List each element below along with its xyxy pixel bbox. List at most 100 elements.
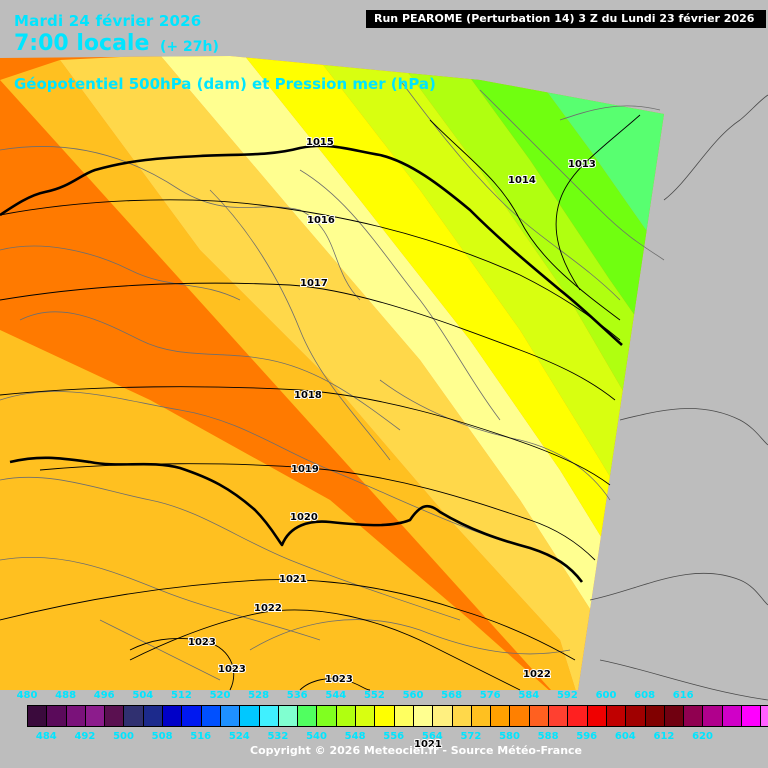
band-600 bbox=[450, 56, 664, 690]
outer-border-3 bbox=[589, 572, 768, 606]
isobar-label: 1018 bbox=[294, 390, 322, 401]
legend-tick-top: 544 bbox=[325, 690, 347, 701]
legend-tick-top: 600 bbox=[595, 690, 617, 701]
isobar-1018 bbox=[0, 386, 611, 486]
legend-swatch bbox=[491, 706, 511, 726]
legend-swatch bbox=[413, 706, 434, 726]
legend-swatch bbox=[47, 706, 67, 726]
legend-tick-bottom: 540 bbox=[306, 731, 327, 742]
isobar-1023b bbox=[299, 678, 371, 691]
isobar-1015 bbox=[0, 144, 623, 346]
isobar-1017 bbox=[0, 282, 616, 401]
forecast-lead-time: (+ 27h) bbox=[160, 39, 219, 55]
legend-swatch bbox=[278, 706, 299, 726]
border-3 bbox=[0, 391, 501, 541]
legend-swatch bbox=[529, 706, 550, 726]
legend-swatch bbox=[433, 706, 453, 726]
thick-isobars bbox=[0, 144, 623, 583]
legend-tick-top: 576 bbox=[479, 690, 501, 701]
legend-swatch bbox=[220, 706, 241, 726]
legend-swatch bbox=[375, 706, 395, 726]
legend-swatch bbox=[703, 706, 723, 726]
isobar-label: 1017 bbox=[300, 278, 328, 289]
legend-tick-bottom: 572 bbox=[460, 731, 482, 742]
legend-tick-bottom: 532 bbox=[267, 731, 289, 742]
legend-tick-top: 512 bbox=[170, 690, 192, 701]
isobar-label: 1022 bbox=[254, 603, 282, 614]
coastline-1 bbox=[0, 146, 361, 301]
legend-swatch bbox=[471, 706, 492, 726]
legend-tick-top: 488 bbox=[55, 690, 77, 701]
isobar-1023a bbox=[129, 638, 235, 691]
legend-swatch bbox=[606, 706, 627, 726]
isobar-label: 1019 bbox=[291, 464, 319, 475]
legend-swatch bbox=[510, 706, 530, 726]
isobar-1021 bbox=[0, 579, 576, 661]
legend-tick-bottom: 548 bbox=[344, 731, 366, 742]
legend-tick-bottom: 588 bbox=[537, 731, 559, 742]
isobar-1016 bbox=[0, 199, 621, 341]
outer-border-4 bbox=[599, 659, 768, 701]
legend-swatch bbox=[143, 706, 164, 726]
legend-swatch bbox=[722, 706, 742, 726]
isobar-labels: 1015 1014 1013 1016 1017 1018 1019 1020 … bbox=[187, 136, 597, 751]
legend-swatch bbox=[28, 706, 48, 726]
legend-swatch bbox=[741, 706, 762, 726]
isobar-label: 1021 bbox=[279, 574, 307, 585]
outer-border-1 bbox=[663, 94, 768, 201]
legend-tick-top: 528 bbox=[248, 690, 270, 701]
forecast-time: 7:00 locale bbox=[14, 31, 150, 56]
outer-border-2 bbox=[619, 408, 768, 446]
legend-top-ticks: 480 488 496 504 512 520 528 536 544 552 560 568 576 5… bbox=[0, 690, 768, 704]
legend-tick-top: 520 bbox=[209, 690, 231, 701]
legend-tick-bottom: 556 bbox=[383, 731, 405, 742]
legend-tick-bottom: 564 bbox=[421, 731, 443, 742]
legend-swatch bbox=[124, 706, 144, 726]
legend-swatch bbox=[452, 706, 472, 726]
legend-swatch bbox=[394, 706, 414, 726]
legend-tick-bottom: 524 bbox=[228, 731, 250, 742]
legend-swatch bbox=[587, 706, 607, 726]
legend-tick-bottom: 484 bbox=[35, 731, 57, 742]
legend-swatch bbox=[549, 706, 569, 726]
outer-borders bbox=[589, 94, 768, 701]
isobar-label: 1020 bbox=[290, 512, 318, 523]
legend-swatch bbox=[298, 706, 318, 726]
legend-swatch bbox=[761, 706, 768, 726]
border-5 bbox=[0, 557, 321, 641]
run-info: Run PEAROME (Perturbation 14) 3 Z du Lun… bbox=[366, 10, 766, 28]
band-580 bbox=[60, 56, 620, 690]
legend-tick-top: 568 bbox=[441, 690, 463, 701]
border-9 bbox=[209, 189, 391, 461]
legend-tick-top: 536 bbox=[286, 690, 308, 701]
isobar-label: 1023 bbox=[188, 637, 216, 648]
legend-swatch bbox=[163, 706, 183, 726]
parameter-title: Géopotentiel 500hPa (dam) et Pression me… bbox=[14, 75, 436, 93]
border-4 bbox=[0, 476, 461, 621]
legend-swatch bbox=[645, 706, 665, 726]
border-6 bbox=[399, 79, 621, 301]
legend-swatch bbox=[356, 706, 376, 726]
isobar-1014 bbox=[429, 119, 621, 321]
isobar-1013 bbox=[555, 114, 641, 291]
isobar-label: 1023 bbox=[218, 664, 246, 675]
legend-tick-top: 480 bbox=[16, 690, 38, 701]
isobar-label: 1014 bbox=[508, 175, 536, 186]
legend-tick-bottom: 612 bbox=[653, 731, 675, 742]
border-8 bbox=[299, 169, 501, 421]
border-10 bbox=[379, 379, 611, 501]
legend-swatch bbox=[568, 706, 588, 726]
border-2 bbox=[19, 311, 401, 431]
isobar-label: 1016 bbox=[307, 215, 335, 226]
isobar-label: 1013 bbox=[568, 159, 596, 170]
legend-tick-top: 552 bbox=[363, 690, 385, 701]
border-12 bbox=[99, 619, 221, 681]
legend-tick-bottom: 604 bbox=[614, 731, 636, 742]
border-7 bbox=[479, 89, 665, 261]
legend-swatch bbox=[201, 706, 221, 726]
color-scale-legend bbox=[27, 705, 768, 727]
forecast-date: Mardi 24 février 2026 bbox=[14, 12, 202, 30]
isobar-label: 1015 bbox=[306, 137, 334, 148]
legend-tick-top: 584 bbox=[518, 690, 540, 701]
